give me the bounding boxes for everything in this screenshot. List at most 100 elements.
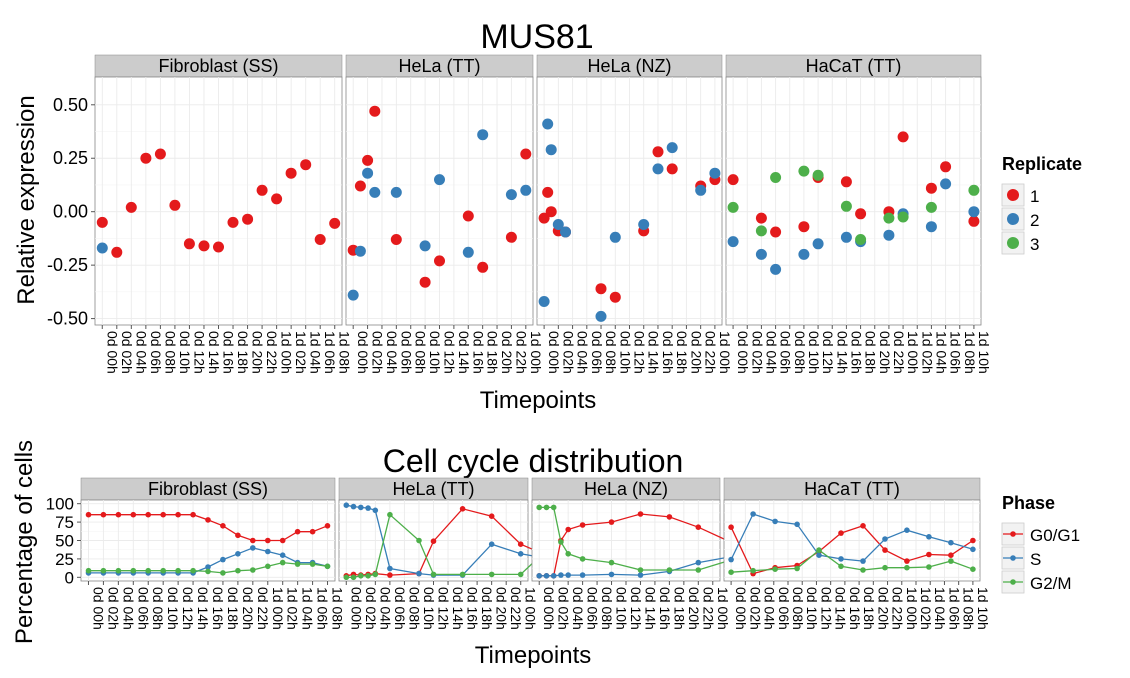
legend-title: Phase bbox=[1002, 493, 1055, 513]
point-replicate-3 bbox=[770, 172, 782, 183]
x-tick-label: 0d 04h bbox=[384, 331, 400, 374]
legend-entry-label: G0/G1 bbox=[1030, 526, 1080, 545]
chart-title-cell-cycle: Cell cycle distribution bbox=[383, 443, 684, 479]
point-g2-m bbox=[948, 558, 954, 564]
point-s bbox=[279, 552, 286, 558]
x-tick-label: 0d 04h bbox=[762, 587, 778, 630]
x-tick-label: 0d 12h bbox=[442, 331, 458, 374]
point-g0-g1 bbox=[904, 558, 910, 564]
point-replicate-1 bbox=[285, 167, 297, 179]
x-tick-label: 0d 18h bbox=[863, 331, 879, 374]
x-tick-label: 0d 18h bbox=[671, 587, 687, 630]
x-tick-label: 0d 14h bbox=[456, 331, 472, 374]
point-g0-g1 bbox=[309, 528, 316, 535]
point-g2-m bbox=[750, 567, 756, 574]
point-s bbox=[365, 505, 371, 511]
x-tick-label: 1d 00h bbox=[279, 331, 295, 374]
point-replicate-1 bbox=[256, 184, 268, 196]
x-tick-label: 0d 02h bbox=[560, 331, 576, 374]
top-ylabel: Relative expression bbox=[13, 95, 40, 304]
x-tick-label: 0d 06h bbox=[589, 331, 605, 374]
point-g2-m bbox=[365, 573, 371, 579]
x-tick-label: 0d 12h bbox=[191, 331, 207, 374]
point-replicate-1 bbox=[300, 159, 312, 171]
point-replicate-1 bbox=[369, 105, 381, 117]
point-replicate-2 bbox=[709, 167, 721, 179]
x-tick-label: 0d 16h bbox=[657, 587, 673, 630]
x-tick-label: 0d 20h bbox=[686, 587, 702, 630]
x-tick-label: 0d 10h bbox=[177, 331, 193, 374]
point-g2-m bbox=[372, 571, 379, 578]
point-replicate-2 bbox=[369, 186, 381, 198]
point-g2-m bbox=[205, 568, 211, 575]
x-tick-label: 0d 00h bbox=[348, 587, 364, 630]
point-g2-m bbox=[279, 559, 286, 566]
point-replicate-2 bbox=[419, 240, 431, 252]
point-g2-m bbox=[608, 559, 615, 566]
point-replicate-2 bbox=[666, 142, 678, 154]
x-tick-label: 0d 22h bbox=[508, 587, 524, 630]
point-replicate-1 bbox=[520, 148, 532, 160]
point-replicate-1 bbox=[545, 206, 557, 218]
point-g0-g1 bbox=[637, 511, 644, 517]
x-tick-label: 0d 16h bbox=[660, 331, 676, 374]
point-s bbox=[536, 573, 542, 579]
x-tick-label: 0d 00h bbox=[546, 331, 562, 374]
point-s bbox=[904, 527, 910, 533]
point-replicate-1 bbox=[390, 234, 402, 245]
point-replicate-2 bbox=[362, 167, 374, 179]
x-tick-label: 0d 02h bbox=[556, 587, 572, 630]
point-replicate-2 bbox=[96, 242, 108, 254]
point-replicate-3 bbox=[968, 184, 980, 196]
point-g2-m bbox=[160, 567, 166, 574]
x-tick-label: 0d 16h bbox=[847, 587, 863, 630]
x-tick-label: 0d 10h bbox=[427, 331, 443, 374]
point-g0-g1 bbox=[100, 511, 107, 518]
x-tick-label: 0d 14h bbox=[450, 587, 466, 630]
point-replicate-2 bbox=[925, 221, 937, 233]
point-g0-g1 bbox=[160, 511, 166, 518]
point-g0-g1 bbox=[250, 537, 256, 544]
point-g2-m bbox=[904, 564, 910, 571]
point-s bbox=[550, 573, 557, 579]
point-g0-g1 bbox=[265, 537, 271, 544]
point-g2-m bbox=[772, 566, 778, 572]
x-tick-label: 0d 00h bbox=[733, 587, 749, 630]
point-s bbox=[235, 551, 241, 557]
point-replicate-2 bbox=[505, 189, 517, 201]
x-tick-label: 0d 08h bbox=[162, 331, 178, 374]
x-tick-label: 0d 06h bbox=[585, 587, 601, 630]
point-replicate-1 bbox=[434, 255, 445, 267]
point-g2-m bbox=[459, 571, 466, 578]
x-tick-label: 0d 06h bbox=[398, 331, 414, 374]
point-g0-g1 bbox=[666, 514, 673, 520]
point-g2-m bbox=[565, 551, 571, 557]
point-replicate-2 bbox=[609, 231, 621, 243]
point-replicate-1 bbox=[462, 210, 474, 222]
point-replicate-2 bbox=[840, 231, 852, 243]
x-tick-label: 0d 12h bbox=[628, 587, 644, 630]
point-g0-g1 bbox=[970, 537, 976, 544]
point-g2-m bbox=[235, 567, 241, 574]
point-replicate-2 bbox=[695, 184, 707, 196]
point-g0-g1 bbox=[145, 511, 151, 518]
point-g2-m bbox=[358, 573, 364, 579]
legend-phase: Phase G0/G1 S G2/M bbox=[1001, 493, 1080, 594]
point-g0-g1 bbox=[175, 511, 181, 518]
point-replicate-3 bbox=[925, 201, 937, 213]
x-tick-label: 0d 20h bbox=[875, 587, 891, 630]
x-tick-label: 0d 22h bbox=[890, 587, 906, 630]
point-g2-m bbox=[860, 567, 866, 573]
strip-label: HaCaT (TT) bbox=[804, 479, 900, 499]
legend-key-point bbox=[1010, 531, 1016, 537]
x-tick-label: 0d 12h bbox=[180, 587, 196, 630]
x-tick-label: 0d 18h bbox=[479, 587, 495, 630]
y-tick-label: -0.25 bbox=[47, 255, 88, 275]
point-s bbox=[543, 573, 550, 579]
point-replicate-2 bbox=[595, 310, 607, 322]
x-tick-label: 1d 00h bbox=[270, 587, 286, 630]
legend-entry-label: 2 bbox=[1030, 211, 1039, 230]
point-g2-m bbox=[350, 574, 357, 581]
